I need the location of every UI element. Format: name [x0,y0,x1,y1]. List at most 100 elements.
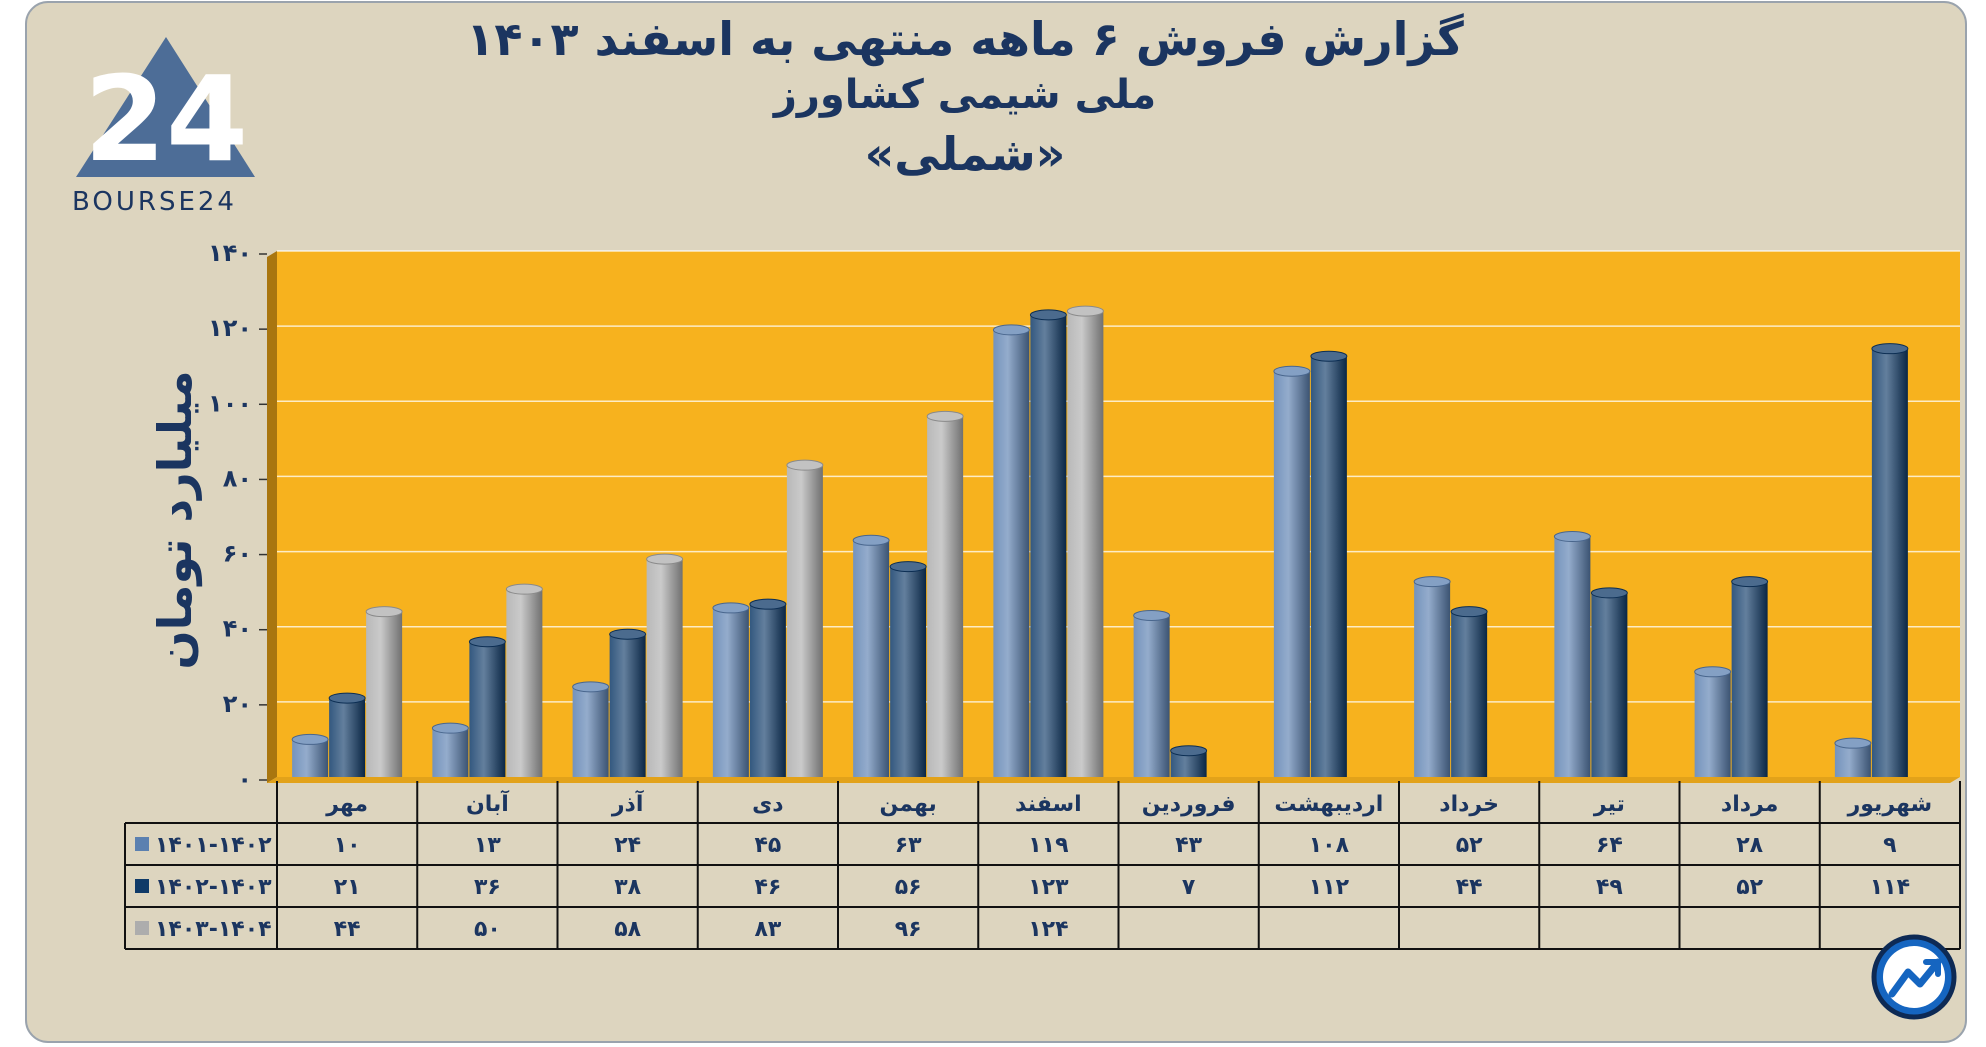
bar [572,681,610,777]
data-label: ۵۶ [895,875,922,900]
bar [1413,576,1451,777]
bar-body [1871,348,1908,777]
bar-top [1731,576,1769,588]
bar-body [749,604,786,777]
bar-top [468,636,506,648]
bar-body [1694,671,1731,777]
bar [1133,609,1171,777]
bar [1450,606,1488,777]
bar [1273,365,1311,777]
bar-body [1133,615,1170,777]
bar-body [712,607,749,777]
bar [646,553,684,777]
data-label: ۵۸ [614,917,641,942]
y-tick-label: ۱۴۰ [208,239,252,267]
bar-top [1450,606,1488,618]
bar-body [609,634,646,777]
data-label: ۴۴ [1456,875,1483,900]
bar [328,692,366,777]
x-tick-label: مرداد [1721,792,1778,817]
bar [749,598,787,777]
bar [609,628,647,777]
data-label: ۴۵ [754,833,781,858]
bar [1834,737,1872,777]
bar [468,636,506,777]
trend-arrow-icon[interactable] [1871,934,1957,1020]
data-label: ۱۱۴ [1870,875,1910,900]
x-tick-label: فروردین [1142,792,1236,817]
bar-top [786,459,824,471]
data-table: مهر آبان آذر دی بهمن اسفند فروردین اردیبهشت خردا… [124,781,1961,950]
bar-body [646,559,683,777]
data-label: ۱۳ [474,833,501,858]
data-label: ۱۰۸ [1309,833,1350,858]
bar-top [328,692,366,704]
data-label: ۴۳ [1175,833,1202,858]
title-line-1: گزارش فروش ۶ ماهه منتهی به اسفند ۱۴۰۳ [466,12,1464,66]
bar-top [1553,531,1591,543]
data-label: ۵۲ [1456,833,1483,858]
bar [992,324,1030,777]
bar-body [1067,311,1104,777]
bar-body [292,739,329,777]
data-label: ۶۴ [1596,833,1623,858]
data-label: ۱۲۴ [1028,917,1068,942]
y-tick-label: ۰ [237,765,252,793]
data-label: ۱۲۳ [1028,875,1069,900]
x-tick-label: تیر [1593,792,1625,817]
bar-body [1030,314,1067,777]
title-line-2: ملی شیمی کشاورز [773,71,1157,118]
bar-top [1834,737,1872,749]
bar-body [786,465,823,777]
bar-top [431,722,469,734]
bar-top [291,733,329,745]
data-label: ۵۲ [1736,875,1763,900]
bar-top [926,410,964,422]
data-label: ۸۳ [754,917,781,942]
bar-chart: ۰ ۲۰ ۴۰ ۶۰ ۸۰ ۱۰۰ ۱۲۰ ۱۴۰ مهر آبان آذر دی بهمن اسفند ف… [124,239,1961,950]
legend-swatch [135,921,149,935]
chart-title: گزارش فروش ۶ ماهه منتهی به اسفند ۱۴۰۳ مل… [300,14,1630,179]
bar [926,410,964,777]
y-tick-label: ۴۰ [223,615,252,643]
bar [431,722,469,777]
legend-swatch [135,837,149,851]
bar [852,534,890,777]
bourse24-logo: 24 [76,37,255,188]
bar-body [506,589,543,777]
bar-body [927,416,964,777]
bar-top [1310,350,1348,362]
bar-top [889,561,927,573]
plot-floor [267,777,1960,783]
bar-body [890,566,927,777]
bar-body [572,686,609,777]
y-axis-label: میلیارد تومان [148,370,202,670]
bar-top [992,324,1030,336]
plot-area [277,251,1960,777]
title-line-3: «شملی» [864,126,1066,181]
bar-top [1273,365,1311,377]
bar [1310,350,1348,777]
bar-top [646,553,684,565]
data-label: ۳۸ [614,875,641,900]
bar-top [1133,609,1171,621]
bar-top [1871,343,1909,355]
bar-top [1029,309,1067,321]
bar-top [1066,305,1104,317]
x-tick-label: اردیبهشت [1274,792,1383,817]
y-tick-label: ۱۲۰ [208,314,252,342]
bar [291,733,329,777]
bar-top [365,606,403,618]
data-label: ۵۰ [474,917,501,942]
x-tick-label: اسفند [1015,792,1082,817]
bar-body [432,728,469,777]
bar-body [1834,743,1871,777]
legend-label: ۱۴۰۱-۱۴۰۲ [155,833,272,858]
bar-body [1731,581,1768,777]
data-label: ۳۶ [474,875,501,900]
bar-top [1170,745,1208,757]
x-tick-label: دی [752,792,783,817]
data-label: ۴۴ [334,917,361,942]
x-tick-label: شهریور [1847,792,1933,817]
